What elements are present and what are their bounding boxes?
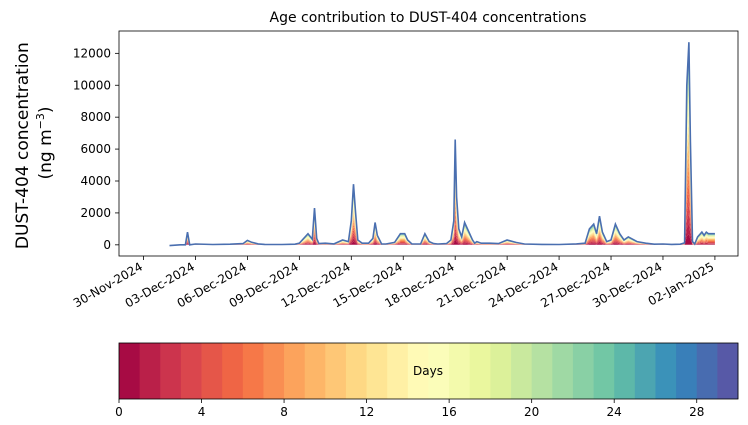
colorbar-cell-22 bbox=[572, 343, 594, 399]
colorbar-cell-24 bbox=[614, 343, 636, 399]
colorbar-cell-20 bbox=[531, 343, 553, 399]
age-band-12 bbox=[169, 123, 715, 245]
colorbar-cell-2 bbox=[160, 343, 182, 399]
colorbar-cell-23 bbox=[593, 343, 615, 399]
colorbar-cell-29 bbox=[717, 343, 739, 399]
y-tick-label: 12000 bbox=[73, 46, 111, 60]
y-tick-label: 6000 bbox=[80, 142, 111, 156]
y-tick-label: 4000 bbox=[80, 174, 111, 188]
colorbar-cell-1 bbox=[139, 343, 161, 399]
colorbar-cell-19 bbox=[511, 343, 533, 399]
colorbar-cell-4 bbox=[201, 343, 223, 399]
colorbar-cell-25 bbox=[634, 343, 656, 399]
age-band-23 bbox=[169, 57, 715, 245]
plot-area bbox=[118, 30, 739, 257]
age-band-7 bbox=[169, 165, 715, 245]
age-band-5 bbox=[169, 184, 715, 245]
colorbar-cell-3 bbox=[180, 343, 202, 399]
colorbar-tick-label: 16 bbox=[441, 405, 456, 419]
age-band-15 bbox=[169, 102, 715, 245]
y-axis-label: DUST-404 concentration (ng m−3) bbox=[13, 37, 56, 249]
colorbar-cell-7 bbox=[263, 343, 285, 399]
colorbar-cell-13 bbox=[387, 343, 409, 399]
y-tick-label: 8000 bbox=[80, 110, 111, 124]
age-band-19 bbox=[169, 77, 715, 245]
colorbar-cell-6 bbox=[242, 343, 264, 399]
chart-title: Age contribution to DUST-404 concentrati… bbox=[270, 10, 587, 26]
stacked-age-areas bbox=[169, 42, 715, 245]
age-band-22 bbox=[169, 61, 715, 245]
colorbar: Days 0 4 8 12 16 20 24 28 bbox=[115, 342, 739, 419]
colorbar-ticks: 0 4 8 12 16 20 24 28 bbox=[115, 399, 704, 419]
colorbar-tick-label: 28 bbox=[689, 405, 704, 419]
age-band-8 bbox=[169, 156, 715, 245]
y-tick-label: 2000 bbox=[80, 206, 111, 220]
age-band-17 bbox=[169, 89, 715, 245]
colorbar-cell-12 bbox=[366, 343, 388, 399]
y-tick-label: 0 bbox=[103, 238, 111, 252]
y-axis: 0 2000 4000 6000 8000 10000 12000 bbox=[73, 46, 119, 252]
age-band-21 bbox=[169, 66, 715, 245]
colorbar-cell-10 bbox=[325, 343, 347, 399]
age-band-16 bbox=[169, 95, 715, 245]
age-band-4 bbox=[169, 193, 715, 245]
age-band-9 bbox=[169, 148, 715, 245]
y-axis-label-line1: DUST-404 concentration bbox=[13, 42, 33, 249]
colorbar-cell-26 bbox=[655, 343, 677, 399]
colorbar-tick-label: 12 bbox=[359, 405, 374, 419]
total-concentration-line bbox=[169, 42, 715, 247]
age-band-10 bbox=[169, 139, 715, 245]
colorbar-cell-18 bbox=[490, 343, 512, 399]
colorbar-cell-28 bbox=[696, 343, 718, 399]
age-band-11 bbox=[169, 131, 715, 245]
age-band-18 bbox=[169, 82, 715, 245]
colorbar-cell-27 bbox=[676, 343, 698, 399]
x-axis: 30-Nov-202403-Dec-202406-Dec-202409-Dec-… bbox=[71, 256, 716, 310]
age-band-28 bbox=[169, 43, 715, 245]
age-band-14 bbox=[169, 109, 715, 245]
age-band-13 bbox=[169, 116, 715, 245]
colorbar-cell-15 bbox=[428, 343, 450, 399]
colorbar-cell-9 bbox=[304, 343, 326, 399]
age-band-26 bbox=[169, 47, 715, 245]
colorbar-cell-0 bbox=[119, 343, 141, 399]
age-band-24 bbox=[169, 53, 715, 245]
colorbar-tick-label: 20 bbox=[524, 405, 539, 419]
colorbar-tick-label: 8 bbox=[280, 405, 288, 419]
age-band-20 bbox=[169, 71, 715, 245]
colorbar-cell-11 bbox=[345, 343, 367, 399]
age-band-25 bbox=[169, 50, 715, 245]
colorbar-label: Days bbox=[413, 364, 443, 378]
y-tick-label: 10000 bbox=[73, 78, 111, 92]
y-axis-label-line2: (ng m−3) bbox=[34, 106, 56, 179]
colorbar-tick-label: 24 bbox=[607, 405, 622, 419]
colorbar-cell-14 bbox=[407, 343, 429, 399]
colorbar-cell-5 bbox=[222, 343, 244, 399]
age-band-6 bbox=[169, 174, 715, 245]
colorbar-frame bbox=[118, 342, 739, 400]
colorbar-cell-8 bbox=[284, 343, 306, 399]
colorbar-cell-17 bbox=[469, 343, 491, 399]
colorbar-cell-16 bbox=[449, 343, 471, 399]
colorbar-cell-21 bbox=[552, 343, 574, 399]
age-band-27 bbox=[169, 44, 715, 245]
colorbar-tick-label: 4 bbox=[198, 405, 206, 419]
colorbar-tick-label: 0 bbox=[115, 405, 123, 419]
age-band-29 bbox=[169, 42, 715, 245]
